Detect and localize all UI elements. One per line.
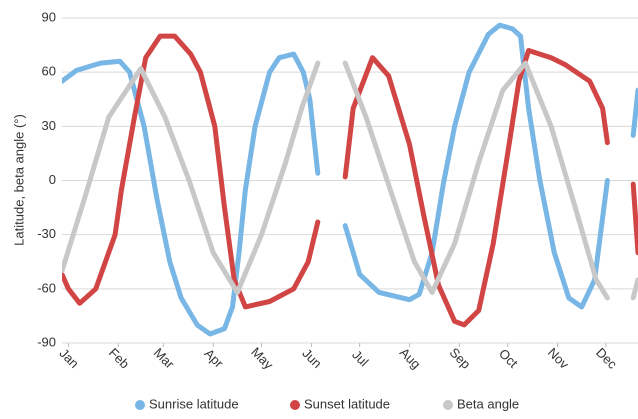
series-line <box>62 33 638 328</box>
legend-label: Sunset latitude <box>304 396 390 411</box>
y-tick-label: 60 <box>42 64 56 79</box>
legend-label: Sunrise latitude <box>149 396 239 411</box>
x-tick-label: Nov <box>545 345 572 372</box>
x-tick-label: Dec <box>593 345 620 372</box>
y-tick-label: 0 <box>49 172 56 187</box>
x-tick-label: Jun <box>299 346 324 371</box>
x-tick-label: Feb <box>106 345 132 371</box>
legend-marker <box>135 400 145 410</box>
x-tick-label: Aug <box>397 345 424 372</box>
legend-label: Beta angle <box>457 396 519 411</box>
x-tick-label: Mar <box>151 345 178 372</box>
y-tick-label: 30 <box>42 118 56 133</box>
x-tick-label: Jul <box>349 347 371 369</box>
legend-marker <box>290 400 300 410</box>
x-tick-label: Sep <box>447 345 474 372</box>
x-tick-label: Oct <box>496 346 521 371</box>
legend-marker <box>443 400 453 410</box>
y-tick-label: 90 <box>42 9 56 24</box>
x-tick-label: Jan <box>56 346 81 371</box>
series-line <box>62 60 638 301</box>
x-tick-label: May <box>248 344 276 372</box>
y-axis-title: Latitude, beta angle (°) <box>11 114 26 246</box>
y-tick-label: -60 <box>37 280 56 295</box>
series-line <box>62 22 638 337</box>
y-tick-label: -30 <box>37 226 56 241</box>
x-tick-label: Apr <box>202 346 227 371</box>
y-tick-label: -90 <box>37 334 56 349</box>
